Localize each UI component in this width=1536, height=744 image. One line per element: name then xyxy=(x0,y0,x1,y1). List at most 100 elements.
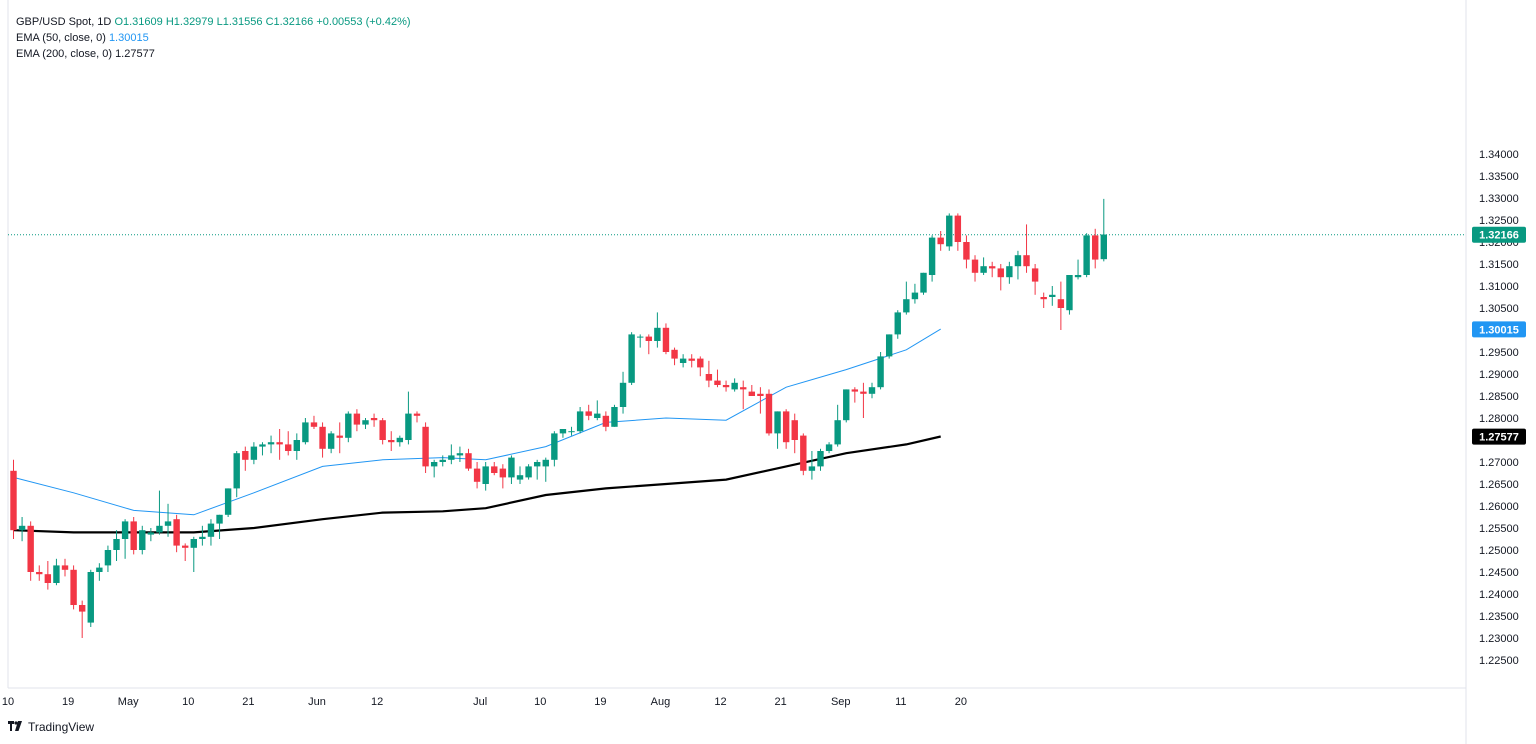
candle xyxy=(697,356,704,377)
candle-body xyxy=(1040,297,1047,300)
candle-body xyxy=(199,536,206,539)
candle xyxy=(894,310,901,339)
candle-body xyxy=(164,521,172,526)
candle-body xyxy=(637,336,644,338)
candle xyxy=(319,422,326,458)
candle-body xyxy=(576,411,584,432)
candle-body xyxy=(559,429,567,434)
symbol-label[interactable]: GBP/USD Spot, 1D xyxy=(16,16,112,28)
ema200-axis-label-text: 1.27577 xyxy=(1479,432,1519,444)
last-price-label-bg xyxy=(1472,226,1526,243)
x-tick-label: Jun xyxy=(308,696,326,708)
candle-body xyxy=(1100,234,1107,260)
candle-body xyxy=(44,574,52,583)
candle-body xyxy=(851,389,859,392)
candle xyxy=(1040,292,1047,308)
candle xyxy=(628,332,635,385)
candle-body xyxy=(860,391,867,394)
candle-body xyxy=(843,389,850,421)
candle-body xyxy=(757,393,764,396)
candle xyxy=(937,231,944,251)
candle xyxy=(173,514,180,553)
candle-body xyxy=(662,327,670,352)
candle xyxy=(96,563,103,581)
candle-body xyxy=(327,433,335,449)
candle xyxy=(44,561,52,590)
candle-body xyxy=(688,358,695,361)
ema200-axis-label-bg xyxy=(1472,428,1526,445)
candle-body xyxy=(113,539,120,550)
candle-body xyxy=(302,422,309,443)
candle-body xyxy=(439,459,446,462)
candle xyxy=(963,235,970,269)
candle-body xyxy=(1014,255,1022,267)
x-tick-label: 10 xyxy=(182,696,194,708)
candle xyxy=(525,464,532,480)
candle-body xyxy=(448,455,455,460)
last-price-label: 1.32166 xyxy=(1472,226,1526,243)
candle-body xyxy=(456,453,464,456)
candle xyxy=(18,517,26,542)
candle xyxy=(267,435,275,454)
x-tick-label: 12 xyxy=(371,696,383,708)
candle-body xyxy=(654,327,661,341)
y-tick-label: 1.29000 xyxy=(1479,369,1519,381)
tradingview-brand[interactable]: TradingView xyxy=(8,720,94,734)
candle-body xyxy=(379,420,386,440)
x-tick-label: 11 xyxy=(895,696,906,708)
candle-body xyxy=(525,466,532,478)
candle xyxy=(465,448,472,471)
candle-body xyxy=(499,468,507,478)
candle xyxy=(362,418,369,429)
legend-ema200-row[interactable]: EMA (200, close, 0) 1.27577 xyxy=(16,46,411,62)
x-tick-label: 21 xyxy=(242,696,254,708)
ema50-value: 1.30015 xyxy=(108,32,149,44)
candle xyxy=(499,464,507,489)
candle-body xyxy=(319,426,326,449)
candle xyxy=(87,569,94,627)
candle-body xyxy=(36,572,43,575)
candle xyxy=(877,352,884,390)
candle-body xyxy=(250,446,258,460)
candle xyxy=(860,382,867,418)
candle-body xyxy=(997,268,1004,278)
candle-body xyxy=(173,519,180,546)
candle xyxy=(834,404,841,447)
candle xyxy=(147,528,155,542)
candle xyxy=(130,517,137,555)
candle-body xyxy=(868,387,876,394)
candle-body xyxy=(336,435,343,438)
ema50-line xyxy=(13,328,941,516)
ema200-value: 1.27577 xyxy=(115,48,155,60)
candle-body xyxy=(937,237,944,245)
candle xyxy=(482,462,489,491)
y-tick-label: 1.23000 xyxy=(1479,633,1519,645)
legend-ema50-row[interactable]: EMA (50, close, 0) 1.30015 xyxy=(16,30,411,46)
candle-body xyxy=(130,521,137,550)
candle xyxy=(559,429,567,438)
candle xyxy=(516,466,524,484)
tradingview-logo-icon xyxy=(8,721,22,731)
candle xyxy=(448,444,455,465)
candle xyxy=(980,257,987,275)
candle xyxy=(671,347,678,366)
candle-body xyxy=(782,411,790,443)
candle xyxy=(310,415,318,429)
y-tick-label: 1.33500 xyxy=(1479,171,1519,183)
candle xyxy=(533,459,541,480)
candle-body xyxy=(1023,255,1030,267)
candle xyxy=(731,378,738,392)
candle xyxy=(353,409,361,432)
y-tick-label: 1.33000 xyxy=(1479,193,1519,205)
candle-body xyxy=(482,466,489,484)
candle-body xyxy=(825,444,833,451)
candle-body xyxy=(542,459,549,467)
y-tick-label: 1.27000 xyxy=(1479,457,1519,469)
candle xyxy=(885,334,893,359)
candle xyxy=(242,446,249,471)
x-tick-label: 21 xyxy=(775,696,787,708)
candle xyxy=(1031,264,1039,295)
candle-body xyxy=(147,532,155,535)
x-tick-label: 10 xyxy=(2,696,14,708)
